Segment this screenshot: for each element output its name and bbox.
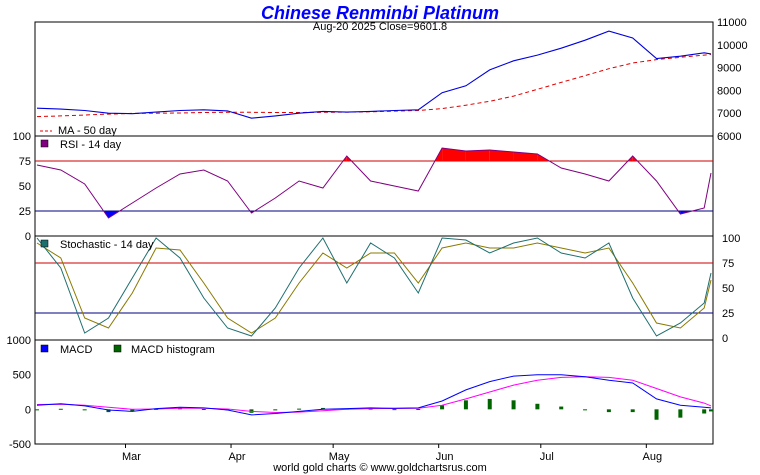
macd-histogram-bar xyxy=(487,398,492,410)
macd-histogram-bar xyxy=(630,409,635,413)
macd-histogram-bar xyxy=(392,409,397,411)
ma-legend-label: MA - 50 day xyxy=(58,125,117,137)
rsi-y-tick-label: 100 xyxy=(13,131,31,143)
macd-histogram-bar xyxy=(201,408,206,410)
macd-histogram-bar xyxy=(583,409,588,411)
macd-histogram-bar xyxy=(559,406,564,410)
macd-histogram-bar xyxy=(416,408,421,410)
chart-subtitle: Aug-20 2025 Close=9601.8 xyxy=(312,21,448,33)
macd-histogram-bar xyxy=(130,409,135,412)
macd-y-tick-label: 0 xyxy=(25,404,31,416)
rsi-legend-swatch xyxy=(40,139,49,148)
rsi-overbought-fill xyxy=(465,150,490,161)
macd-histogram-bar xyxy=(678,409,683,418)
macd-legend-swatch xyxy=(40,344,49,353)
macd-histogram-bar xyxy=(320,407,325,410)
macd-histogram-bar xyxy=(297,408,302,410)
price-y-tick-label: 8000 xyxy=(717,85,741,97)
rsi-y-tick-label: 25 xyxy=(19,206,31,218)
rsi-y-tick-label: 0 xyxy=(25,231,31,243)
stoch-y-tick-label: 100 xyxy=(722,233,740,245)
stoch-y-tick-label: 75 xyxy=(722,258,734,270)
macd-histogram-bar xyxy=(58,408,63,410)
chart-title: Chinese Renminbi Platinum xyxy=(260,3,500,23)
stoch-k-line xyxy=(36,237,712,337)
stoch-y-tick-label: 25 xyxy=(722,308,734,320)
macd-histogram-bar xyxy=(702,409,707,414)
macd-y-tick-label: 1000 xyxy=(7,335,31,347)
stoch-y-tick-label: 50 xyxy=(722,283,734,295)
price-y-tick-label: 11000 xyxy=(717,17,747,29)
x-month-label: Aug xyxy=(643,451,663,463)
macd-y-tick-label: -500 xyxy=(9,439,31,451)
price-y-tick-label: 10000 xyxy=(717,40,748,52)
macd-line xyxy=(36,374,712,416)
x-month-label: Jun xyxy=(436,451,454,463)
x-month-label: Mar xyxy=(122,451,141,463)
macd-histogram-bar xyxy=(654,409,659,420)
macd-histogram-bar xyxy=(463,400,468,410)
macd-histogram-bar xyxy=(535,403,540,410)
macd-histogram-bar xyxy=(106,409,111,413)
price-y-tick-label: 7000 xyxy=(717,108,741,120)
rsi-legend-label: RSI - 14 day xyxy=(60,139,122,151)
macd-histogram-bar xyxy=(35,409,39,411)
price-y-tick-label: 6000 xyxy=(717,131,741,143)
stoch-d-line xyxy=(36,242,712,334)
price-y-tick-label: 9000 xyxy=(717,63,741,75)
macd-histogram-bar xyxy=(709,409,713,412)
rsi-overbought-fill xyxy=(489,150,514,161)
rsi-y-tick-label: 75 xyxy=(19,156,31,168)
macd-histogram-bar xyxy=(440,405,445,410)
macd-signal-line xyxy=(36,376,712,414)
chart-footer: world gold charts © www.goldchartsrus.co… xyxy=(273,462,487,474)
macd-legend-label: MACD xyxy=(60,344,92,356)
price-line xyxy=(36,30,712,119)
macd-y-tick-label: 500 xyxy=(13,370,31,382)
stoch-y-tick-label: 0 xyxy=(722,333,728,345)
stoch-legend-label: Stochastic - 14 day xyxy=(60,239,154,251)
rsi-line xyxy=(36,147,712,219)
stoch-legend-swatch xyxy=(40,239,49,248)
macd-histogram-bar xyxy=(177,408,182,410)
macd-histogram-legend-label: MACD histogram xyxy=(131,344,215,356)
macd-histogram-bar xyxy=(368,408,373,410)
price-panel xyxy=(34,21,714,137)
macd-histogram-bar xyxy=(511,400,516,410)
macd-histogram-bar xyxy=(273,409,278,411)
x-month-label: May xyxy=(329,451,350,463)
rsi-y-tick-label: 50 xyxy=(19,181,31,193)
macd-histogram-legend-swatch xyxy=(113,344,122,353)
macd-histogram-bar xyxy=(606,409,611,413)
macd-histogram-bar xyxy=(82,409,87,411)
x-month-label: Apr xyxy=(228,451,245,463)
macd-panel xyxy=(34,339,714,445)
ma-50-line xyxy=(36,53,712,118)
rsi-overbought-fill xyxy=(442,148,466,161)
rsi-overbought-fill xyxy=(513,152,538,161)
x-month-label: Jul xyxy=(540,451,554,463)
rsi-panel xyxy=(34,135,714,237)
